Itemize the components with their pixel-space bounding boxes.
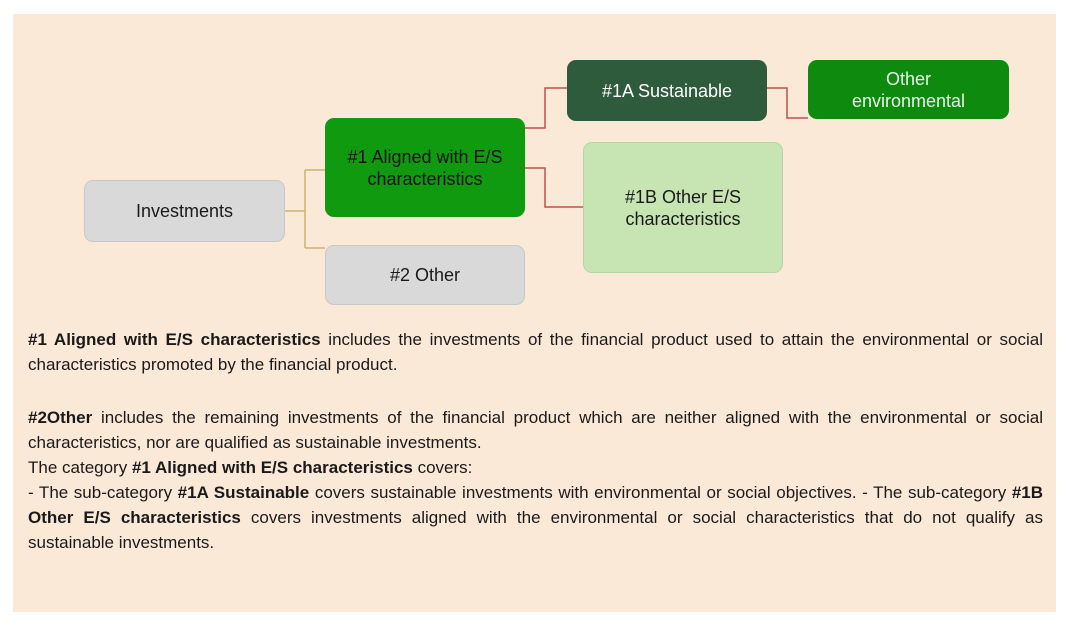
text: - The sub-category — [28, 483, 178, 502]
node: Other environmental — [808, 60, 1009, 119]
text: includes the remaining investments of th… — [28, 408, 1043, 452]
connector — [525, 87, 567, 129]
paragraph: The category #1 Aligned with E/S charact… — [28, 455, 1043, 480]
text: includes the investments of the financia… — [28, 330, 1043, 374]
text: covers: — [412, 458, 473, 477]
bold-text: #1A Sustainable — [177, 483, 310, 502]
text: The category — [28, 458, 132, 477]
connector — [767, 87, 808, 119]
text: covers sustainable investments with envi… — [309, 483, 1012, 502]
connector — [285, 169, 325, 249]
paragraph: #2Other includes the remaining investmen… — [28, 405, 1043, 455]
node: Investments — [84, 180, 285, 242]
paragraph: - The sub-category #1A Sustainable cover… — [28, 480, 1043, 555]
bold-text: #1 Aligned with E/S characteristics — [131, 458, 413, 477]
node: #1A Sustainable — [567, 60, 767, 121]
bold-text: #1 Aligned with E/S characteristics — [28, 330, 321, 349]
bold-text: #2Other — [28, 408, 93, 427]
description: #1 Aligned with E/S characteristics incl… — [28, 327, 1043, 555]
text: covers investments aligned with the envi… — [28, 508, 1043, 552]
paragraph: #1 Aligned with E/S characteristics incl… — [28, 327, 1043, 377]
connector — [525, 167, 583, 208]
bold-text: #1B Other E/S characteristics — [28, 483, 1043, 527]
node: #1B Other E/S characteristics — [583, 142, 783, 273]
node: #2 Other — [325, 245, 525, 305]
node: #1 Aligned with E/S characteristics — [325, 118, 525, 217]
